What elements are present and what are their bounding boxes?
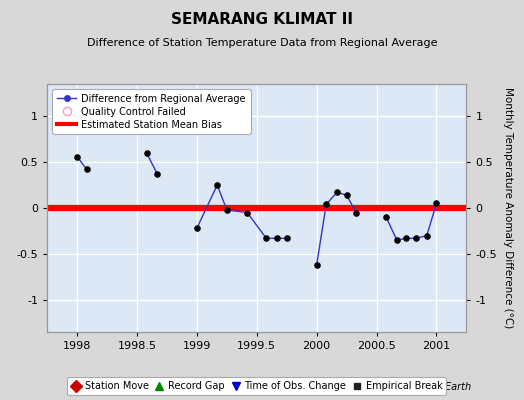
Point bbox=[262, 235, 270, 242]
Point bbox=[432, 200, 441, 207]
Legend: Station Move, Record Gap, Time of Obs. Change, Empirical Break: Station Move, Record Gap, Time of Obs. C… bbox=[67, 377, 446, 395]
Text: Berkeley Earth: Berkeley Earth bbox=[399, 382, 472, 392]
Point bbox=[273, 235, 281, 242]
Point bbox=[423, 232, 431, 239]
Point bbox=[193, 225, 201, 232]
Legend: Difference from Regional Average, Quality Control Failed, Estimated Station Mean: Difference from Regional Average, Qualit… bbox=[52, 89, 250, 134]
Point bbox=[312, 262, 321, 268]
Point bbox=[333, 189, 341, 196]
Point bbox=[213, 182, 222, 188]
Point bbox=[402, 235, 411, 242]
Point bbox=[352, 209, 361, 216]
Point bbox=[282, 235, 291, 242]
Point bbox=[143, 150, 151, 156]
Point bbox=[153, 171, 161, 177]
Point bbox=[412, 235, 420, 242]
Text: SEMARANG KLIMAT II: SEMARANG KLIMAT II bbox=[171, 12, 353, 27]
Point bbox=[243, 209, 252, 216]
Point bbox=[322, 201, 331, 208]
Point bbox=[342, 192, 351, 198]
Point bbox=[73, 153, 81, 160]
Point bbox=[392, 237, 401, 243]
Text: Difference of Station Temperature Data from Regional Average: Difference of Station Temperature Data f… bbox=[87, 38, 437, 48]
Y-axis label: Monthly Temperature Anomaly Difference (°C): Monthly Temperature Anomaly Difference (… bbox=[503, 87, 512, 329]
Point bbox=[382, 214, 390, 220]
Point bbox=[82, 166, 91, 173]
Point bbox=[223, 207, 231, 213]
